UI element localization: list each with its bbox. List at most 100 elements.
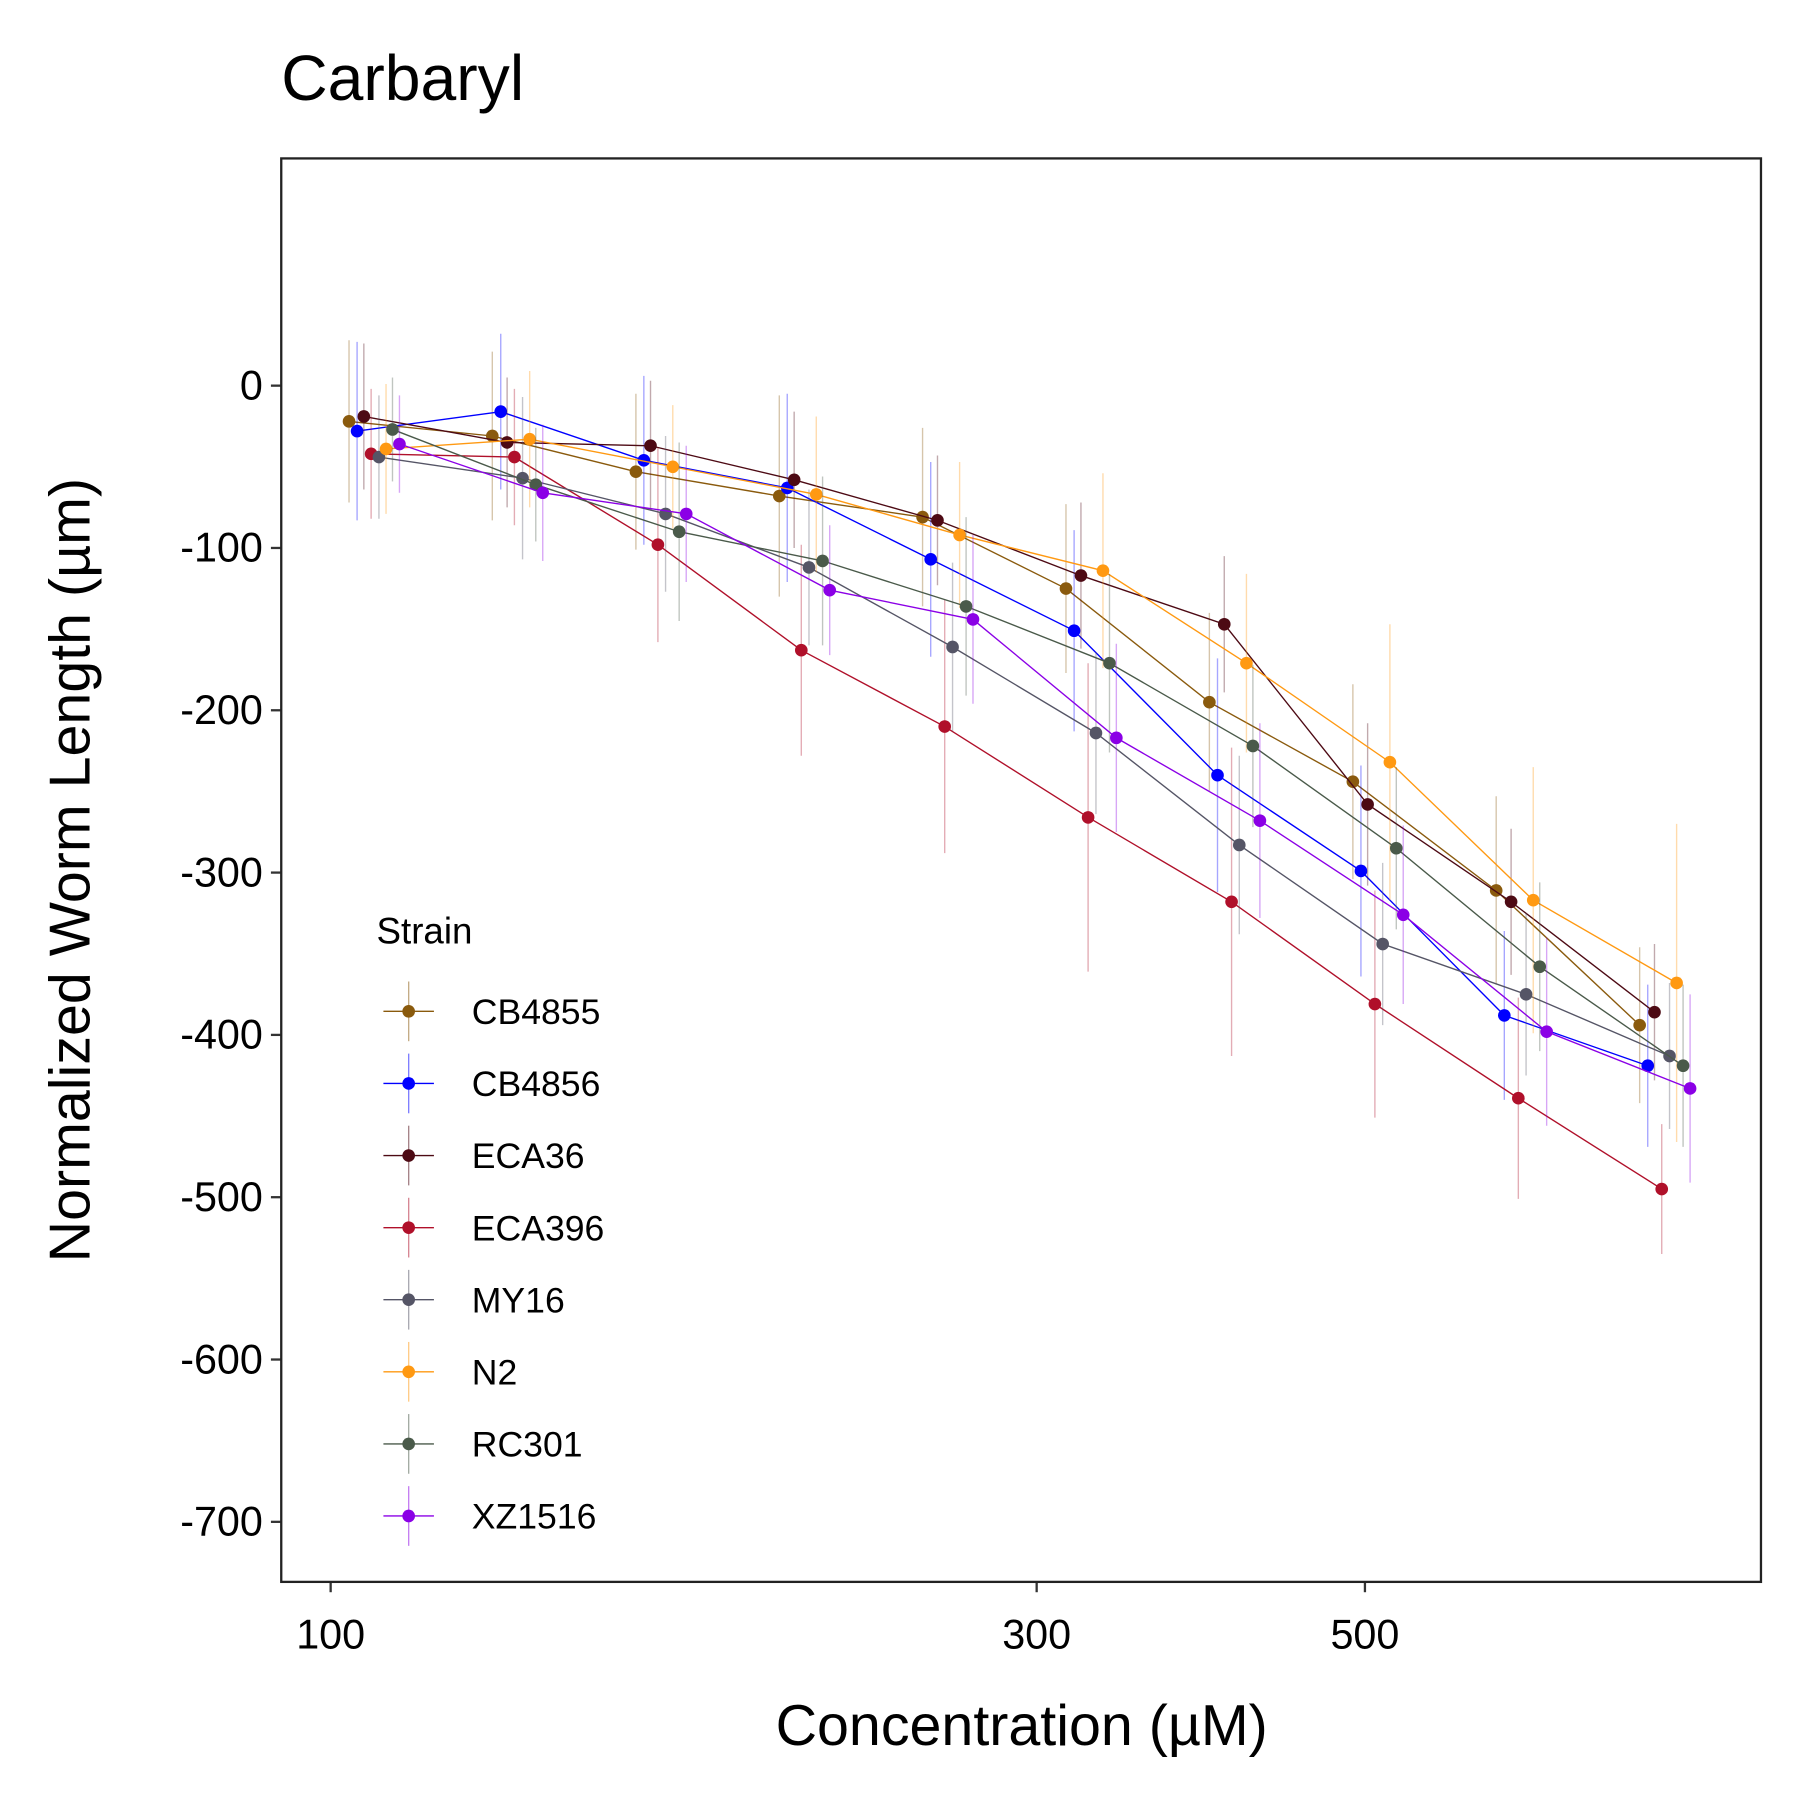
series-line	[378, 456, 1670, 1057]
legend-key-point	[402, 1365, 415, 1379]
series-line	[363, 415, 1655, 1013]
plot-border	[280, 157, 1763, 1584]
point	[1361, 798, 1374, 811]
point	[802, 561, 816, 574]
point	[1253, 814, 1267, 827]
legend-label: N2	[472, 1352, 517, 1392]
point	[1497, 1009, 1511, 1022]
point	[1383, 755, 1397, 769]
x-tick-label: 100	[296, 1611, 365, 1657]
y-tick-label: -600	[180, 1336, 263, 1382]
point	[1504, 895, 1518, 909]
point	[379, 442, 393, 456]
point	[672, 525, 686, 539]
point	[1225, 895, 1238, 909]
point	[823, 583, 837, 597]
point	[1089, 726, 1103, 740]
point	[629, 465, 643, 478]
point	[1067, 624, 1081, 638]
point	[1648, 1005, 1661, 1019]
point	[1217, 617, 1231, 631]
point	[494, 405, 508, 418]
point	[809, 488, 823, 501]
legend-key-point	[402, 1437, 415, 1451]
legend-label: ECA396	[472, 1208, 605, 1248]
point	[1683, 1082, 1697, 1095]
legend-key-point	[402, 1005, 415, 1018]
series-line	[348, 420, 1641, 1026]
point	[1655, 1182, 1669, 1196]
y-tick-label: -200	[180, 687, 263, 733]
point	[536, 486, 550, 500]
point	[651, 538, 665, 552]
point	[938, 720, 952, 733]
point	[953, 528, 966, 542]
point	[959, 600, 973, 613]
series	[342, 340, 1646, 1104]
point	[966, 613, 980, 626]
point	[1240, 656, 1253, 670]
point	[508, 450, 521, 464]
legend-key-point	[402, 1221, 415, 1234]
point	[931, 514, 944, 527]
point	[1211, 768, 1224, 782]
point	[772, 489, 786, 503]
chart-title: Carbaryl	[281, 42, 524, 114]
y-tick-label: -700	[180, 1499, 263, 1545]
point	[1533, 960, 1547, 974]
point	[666, 460, 680, 474]
point	[1110, 731, 1123, 745]
legend-label: ECA36	[472, 1136, 585, 1176]
point	[372, 450, 386, 464]
point	[1059, 582, 1073, 595]
point	[1633, 1018, 1646, 1032]
point	[787, 473, 801, 487]
series-line	[357, 410, 1649, 1067]
y-tick-label: -300	[180, 849, 263, 895]
series-line	[386, 438, 1677, 984]
point	[637, 454, 651, 467]
point	[1526, 893, 1540, 907]
y-axis-title: Normalized Worm Length (µm)	[39, 478, 103, 1262]
x-axis-title: Concentration (µM)	[776, 1694, 1268, 1758]
point	[1641, 1059, 1655, 1073]
legend-key-point	[402, 1077, 415, 1090]
point	[1103, 656, 1116, 670]
series	[386, 377, 1690, 1147]
legend-label: XZ1516	[472, 1497, 597, 1537]
point	[794, 643, 808, 657]
legend-label: MY16	[472, 1280, 565, 1320]
point	[342, 415, 356, 428]
point	[523, 432, 536, 446]
point	[1232, 838, 1246, 852]
x-tick-label: 500	[1330, 1611, 1399, 1657]
point	[1074, 569, 1088, 582]
series	[364, 388, 1669, 1255]
point	[1376, 937, 1389, 951]
point	[1519, 988, 1533, 1001]
series	[393, 395, 1697, 1183]
point	[1512, 1091, 1525, 1105]
point	[350, 424, 364, 438]
point	[1368, 997, 1382, 1011]
series	[357, 343, 1661, 1081]
point	[924, 553, 938, 566]
y-tick-label: -500	[180, 1174, 263, 1220]
point	[1203, 695, 1216, 709]
point	[1389, 841, 1403, 855]
y-tick-label: -100	[180, 525, 263, 571]
legend-key-point	[402, 1293, 415, 1307]
point	[816, 554, 829, 568]
point	[916, 510, 929, 524]
point	[1096, 564, 1110, 578]
y-tick-label: 0	[240, 362, 263, 408]
legend-key-point	[402, 1509, 415, 1523]
point	[1670, 976, 1683, 990]
point	[1354, 864, 1368, 878]
point	[393, 437, 406, 451]
series	[350, 333, 1655, 1147]
point	[946, 640, 959, 654]
point	[386, 423, 399, 436]
y-tick-label: -400	[180, 1012, 263, 1058]
